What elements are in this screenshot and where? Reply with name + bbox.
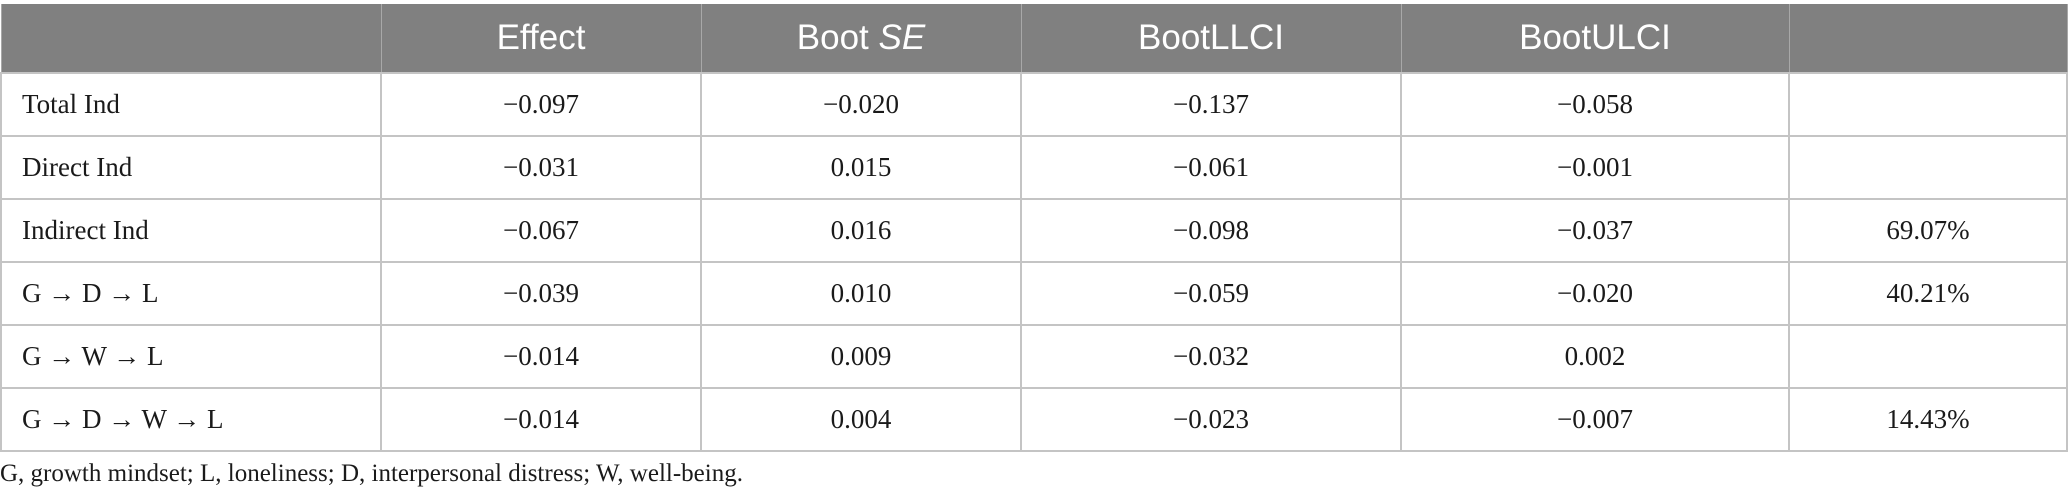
row-label: Direct Ind [0, 135, 382, 200]
header-blank [0, 4, 382, 73]
row-label: G → W → L [0, 324, 382, 389]
cell-bootllci: −0.059 [1020, 261, 1402, 326]
header-boot-word: Boot [796, 18, 869, 57]
table-row: G → D → W → L −0.014 0.004 −0.023 −0.007… [0, 387, 2068, 452]
header-boot-se: Boot SE [700, 4, 1022, 73]
cell-bootllci: −0.023 [1020, 387, 1402, 452]
cell-extra [1788, 135, 2068, 200]
table-row: G → W → L −0.014 0.009 −0.032 0.002 [0, 324, 2068, 389]
cell-bootulci: −0.001 [1400, 135, 1790, 200]
cell-bootulci: −0.037 [1400, 198, 1790, 263]
cell-boot-se: 0.016 [700, 198, 1022, 263]
table-row: Total Ind −0.097 −0.020 −0.137 −0.058 [0, 72, 2068, 137]
cell-extra: 14.43% [1788, 387, 2068, 452]
cell-effect: −0.031 [380, 135, 702, 200]
cell-bootulci: 0.002 [1400, 324, 1790, 389]
header-bootllci: BootLLCI [1020, 4, 1402, 73]
cell-effect: −0.097 [380, 72, 702, 137]
cell-boot-se: 0.015 [700, 135, 1022, 200]
row-label: G → D → L [0, 261, 382, 326]
cell-boot-se: 0.004 [700, 387, 1022, 452]
cell-extra: 40.21% [1788, 261, 2068, 326]
row-label: G → D → W → L [0, 387, 382, 452]
table-row: G → D → L −0.039 0.010 −0.059 −0.020 40.… [0, 261, 2068, 326]
header-effect: Effect [380, 4, 702, 73]
header-bootulci: BootULCI [1400, 4, 1790, 73]
cell-bootulci: −0.058 [1400, 72, 1790, 137]
header-se-word: SE [878, 18, 926, 57]
cell-effect: −0.039 [380, 261, 702, 326]
cell-extra [1788, 324, 2068, 389]
cell-boot-se: 0.010 [700, 261, 1022, 326]
results-table: Effect Boot SE BootLLCI BootULCI Total I… [0, 4, 2068, 452]
cell-effect: −0.067 [380, 198, 702, 263]
cell-extra [1788, 72, 2068, 137]
table-row: Direct Ind −0.031 0.015 −0.061 −0.001 [0, 135, 2068, 200]
cell-boot-se: −0.020 [700, 72, 1022, 137]
cell-bootulci: −0.007 [1400, 387, 1790, 452]
cell-effect: −0.014 [380, 324, 702, 389]
row-label: Total Ind [0, 72, 382, 137]
cell-bootllci: −0.098 [1020, 198, 1402, 263]
cell-bootllci: −0.137 [1020, 72, 1402, 137]
cell-extra: 69.07% [1788, 198, 2068, 263]
table-row: Indirect Ind −0.067 0.016 −0.098 −0.037 … [0, 198, 2068, 263]
header-extra [1788, 4, 2068, 73]
cell-bootllci: −0.061 [1020, 135, 1402, 200]
cell-boot-se: 0.009 [700, 324, 1022, 389]
cell-bootllci: −0.032 [1020, 324, 1402, 389]
header-row: Effect Boot SE BootLLCI BootULCI [0, 4, 2068, 73]
table-footnote: G, growth mindset; L, loneliness; D, int… [0, 460, 743, 487]
cell-effect: −0.014 [380, 387, 702, 452]
row-label: Indirect Ind [0, 198, 382, 263]
cell-bootulci: −0.020 [1400, 261, 1790, 326]
